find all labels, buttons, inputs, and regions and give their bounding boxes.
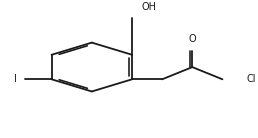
Text: OH: OH [141,2,156,12]
Text: O: O [189,34,196,44]
Text: Cl: Cl [246,74,256,84]
Text: I: I [13,74,17,84]
